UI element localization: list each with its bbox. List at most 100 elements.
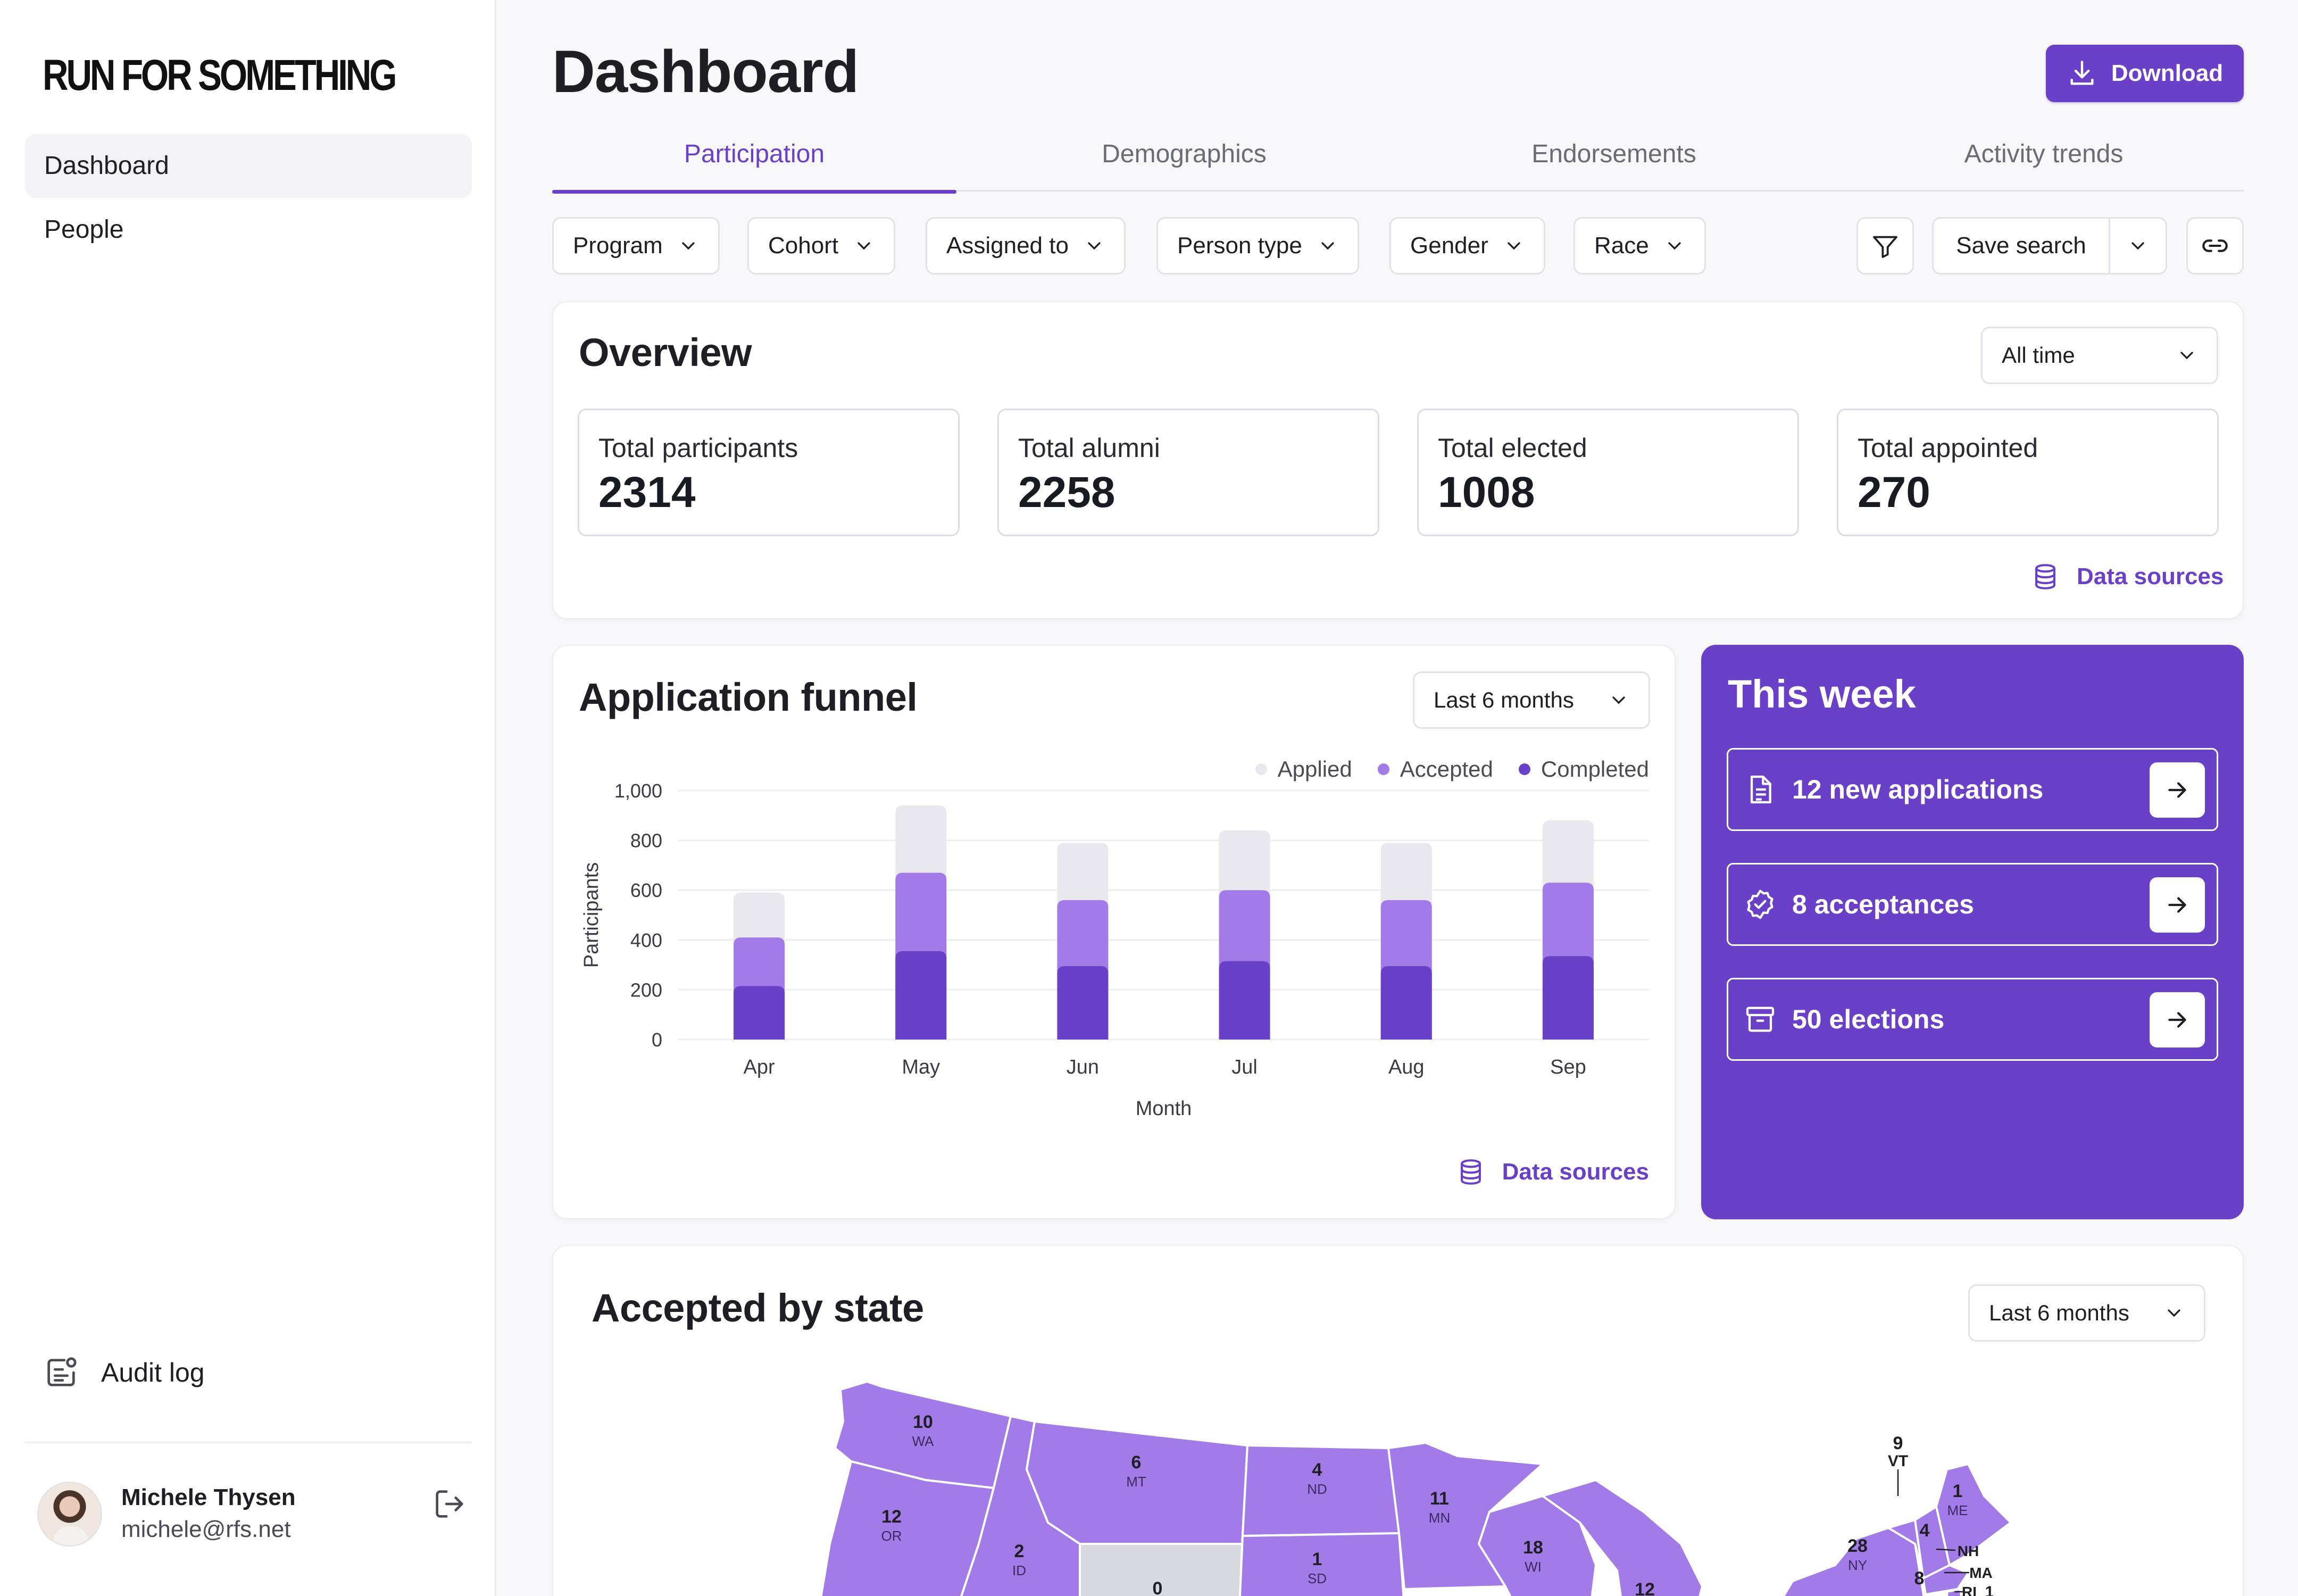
svg-text:0: 0	[1153, 1578, 1163, 1596]
chevron-down-icon	[2163, 1302, 2185, 1324]
user-profile: Michele Thysen michele@rfs.net	[37, 1479, 468, 1548]
svg-text:MT: MT	[1126, 1474, 1146, 1490]
dashboard-tabs: Participation Demographics Endorsements …	[552, 122, 2244, 194]
svg-text:2: 2	[1014, 1541, 1025, 1561]
save-search-menu-button[interactable]	[2110, 219, 2166, 273]
user-email: michele@rfs.net	[121, 1516, 291, 1542]
svg-text:28: 28	[1847, 1536, 1868, 1556]
tab-activity-trends[interactable]: Activity trends	[1964, 140, 2124, 168]
save-search-button[interactable]: Save search	[1934, 219, 2110, 273]
app-logo[interactable]: RUN FOR SOMETHING	[43, 51, 397, 99]
race-filter[interactable]: Race	[1573, 217, 1706, 275]
audit-log-icon	[43, 1354, 80, 1391]
funnel-range-select[interactable]: Last 6 months	[1413, 671, 1650, 729]
download-button[interactable]: Download	[2046, 45, 2244, 102]
archive-box-icon	[1743, 1002, 1777, 1036]
week-item-open-button[interactable]	[2150, 992, 2205, 1048]
copy-link-button[interactable]	[2186, 217, 2244, 275]
audit-log-link[interactable]: Audit log	[43, 1349, 205, 1396]
sidebar-item-dashboard[interactable]: Dashboard	[25, 134, 472, 198]
week-item-new-applications[interactable]: 12 new applications	[1727, 748, 2218, 831]
svg-text:OR: OR	[881, 1528, 902, 1544]
week-item-open-button[interactable]	[2150, 762, 2205, 818]
this-week-title: This week	[1728, 672, 1916, 716]
chevron-down-icon	[1084, 235, 1105, 256]
bar-completed-jun	[1057, 966, 1109, 1040]
state-label-mi: 12	[1635, 1580, 1655, 1596]
state-label-id: 2ID	[1012, 1541, 1026, 1578]
stat-value: 2314	[598, 468, 696, 517]
week-item-elections[interactable]: 50 elections	[1727, 978, 2218, 1061]
overview-range-select[interactable]: All time	[1981, 327, 2218, 384]
state-label-sd: 1SD	[1308, 1549, 1327, 1586]
svg-text:ID: ID	[1012, 1562, 1026, 1578]
stat-value: 2258	[1018, 468, 1115, 517]
bar-completed-aug	[1380, 966, 1432, 1040]
funnel-title: Application funnel	[579, 675, 918, 719]
accepted-by-state-card: Accepted by state Last 6 months	[552, 1245, 2244, 1596]
range-label: Last 6 months	[1989, 1300, 2129, 1325]
state-ri[interactable]	[1946, 1588, 1963, 1596]
week-item-open-button[interactable]	[2150, 877, 2205, 933]
stat-label: Total participants	[598, 433, 798, 463]
filter-button[interactable]	[1856, 217, 1914, 275]
page-title: Dashboard	[552, 38, 859, 105]
svg-text:NY: NY	[1848, 1557, 1867, 1573]
svg-text:4: 4	[1312, 1460, 1322, 1480]
filter-label: Person type	[1177, 232, 1302, 259]
state-mi[interactable]	[1542, 1479, 1703, 1596]
cohort-filter[interactable]: Cohort	[747, 217, 896, 275]
application-funnel-card: Application funnel Last 6 months Applied…	[552, 645, 1676, 1219]
legend-item-applied: Applied	[1255, 757, 1352, 782]
tab-endorsements[interactable]: Endorsements	[1531, 140, 1696, 168]
svg-text:WA: WA	[912, 1433, 935, 1449]
state-label-nd: 4ND	[1307, 1460, 1327, 1497]
link-icon	[2200, 230, 2230, 261]
state-sd[interactable]	[1238, 1532, 1405, 1596]
week-item-label: 8 acceptances	[1792, 890, 1974, 919]
avatar[interactable]	[37, 1482, 102, 1547]
svg-text:9: 9	[1893, 1433, 1903, 1453]
y-axis-label: Participants	[580, 862, 603, 968]
funnel-data-sources-link[interactable]: Data sources	[1455, 1157, 1649, 1187]
svg-text:6: 6	[1131, 1452, 1142, 1473]
svg-text:1: 1	[1985, 1583, 1994, 1596]
this-week-card: This week 12 new applications 8 acceptan…	[1701, 645, 2244, 1219]
stat-total-appointed: Total appointed 270	[1837, 409, 2219, 536]
week-item-acceptances[interactable]: 8 acceptances	[1727, 863, 2218, 946]
program-filter[interactable]: Program	[552, 217, 720, 275]
svg-text:12: 12	[1635, 1580, 1655, 1596]
filter-label: Program	[573, 232, 663, 259]
tab-participation[interactable]: Participation	[552, 122, 956, 194]
chevron-down-icon	[678, 235, 699, 256]
svg-text:18: 18	[1523, 1537, 1543, 1558]
x-tick-label: Sep	[1550, 1056, 1586, 1078]
svg-text:4: 4	[1920, 1520, 1930, 1541]
state-label-me: 1ME	[1947, 1481, 1968, 1518]
state-wy[interactable]	[1079, 1543, 1243, 1596]
svg-text:NH: NH	[1958, 1543, 1979, 1559]
state-me[interactable]	[1935, 1463, 2012, 1566]
map-range-select[interactable]: Last 6 months	[1968, 1284, 2205, 1342]
state-leader-lines	[1897, 1469, 1969, 1593]
stat-total-elected: Total elected 1008	[1417, 409, 1799, 536]
logout-icon[interactable]	[431, 1485, 468, 1523]
x-tick-label: May	[902, 1056, 940, 1078]
person-type-filter[interactable]: Person type	[1156, 217, 1359, 275]
svg-text:SD: SD	[1308, 1570, 1327, 1586]
overview-data-sources-link[interactable]: Data sources	[2030, 561, 2224, 592]
arrow-right-icon	[2164, 1007, 2191, 1033]
document-icon	[1743, 772, 1777, 807]
tab-demographics[interactable]: Demographics	[1102, 140, 1267, 168]
arrow-right-icon	[2164, 777, 2191, 803]
svg-text:11: 11	[1430, 1489, 1449, 1509]
gender-filter[interactable]: Gender	[1389, 217, 1545, 275]
stat-label: Total alumni	[1018, 433, 1160, 463]
assigned-to-filter[interactable]: Assigned to	[926, 217, 1126, 275]
sidebar-item-label: People	[44, 215, 124, 244]
sidebar-item-people[interactable]: People	[25, 198, 472, 262]
state-ny[interactable]	[1777, 1527, 1926, 1596]
